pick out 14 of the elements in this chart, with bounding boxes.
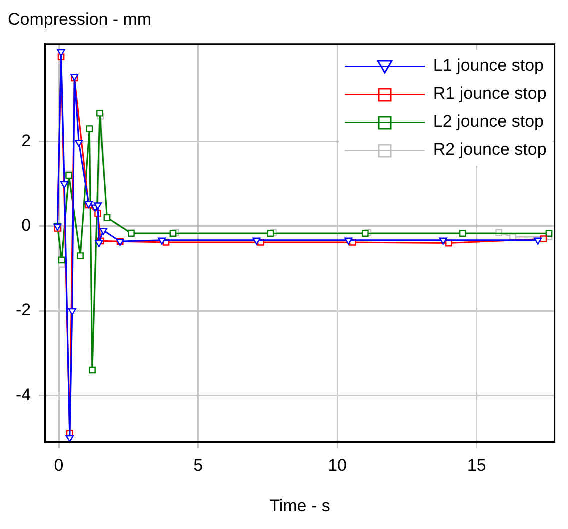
legend-label: R2 jounce stop [433,140,547,160]
y-tick-label: 0 [22,216,32,236]
x-tick-label: 0 [54,456,64,476]
y-tick-label: -2 [16,300,32,320]
y-axis-title: Compression - mm [8,10,152,29]
legend-label: L2 jounce stop [433,112,544,132]
y-tick-label: 2 [22,131,32,150]
x-tick-label: 5 [194,456,204,476]
x-axis-title: Time - s [270,496,330,516]
x-tick-label: 10 [328,456,348,476]
x-tick-label: 15 [467,456,486,476]
legend-label: R1 jounce stop [433,84,547,104]
legend-label: L1 jounce stop [433,56,544,76]
y-tick-label: -4 [16,385,32,404]
